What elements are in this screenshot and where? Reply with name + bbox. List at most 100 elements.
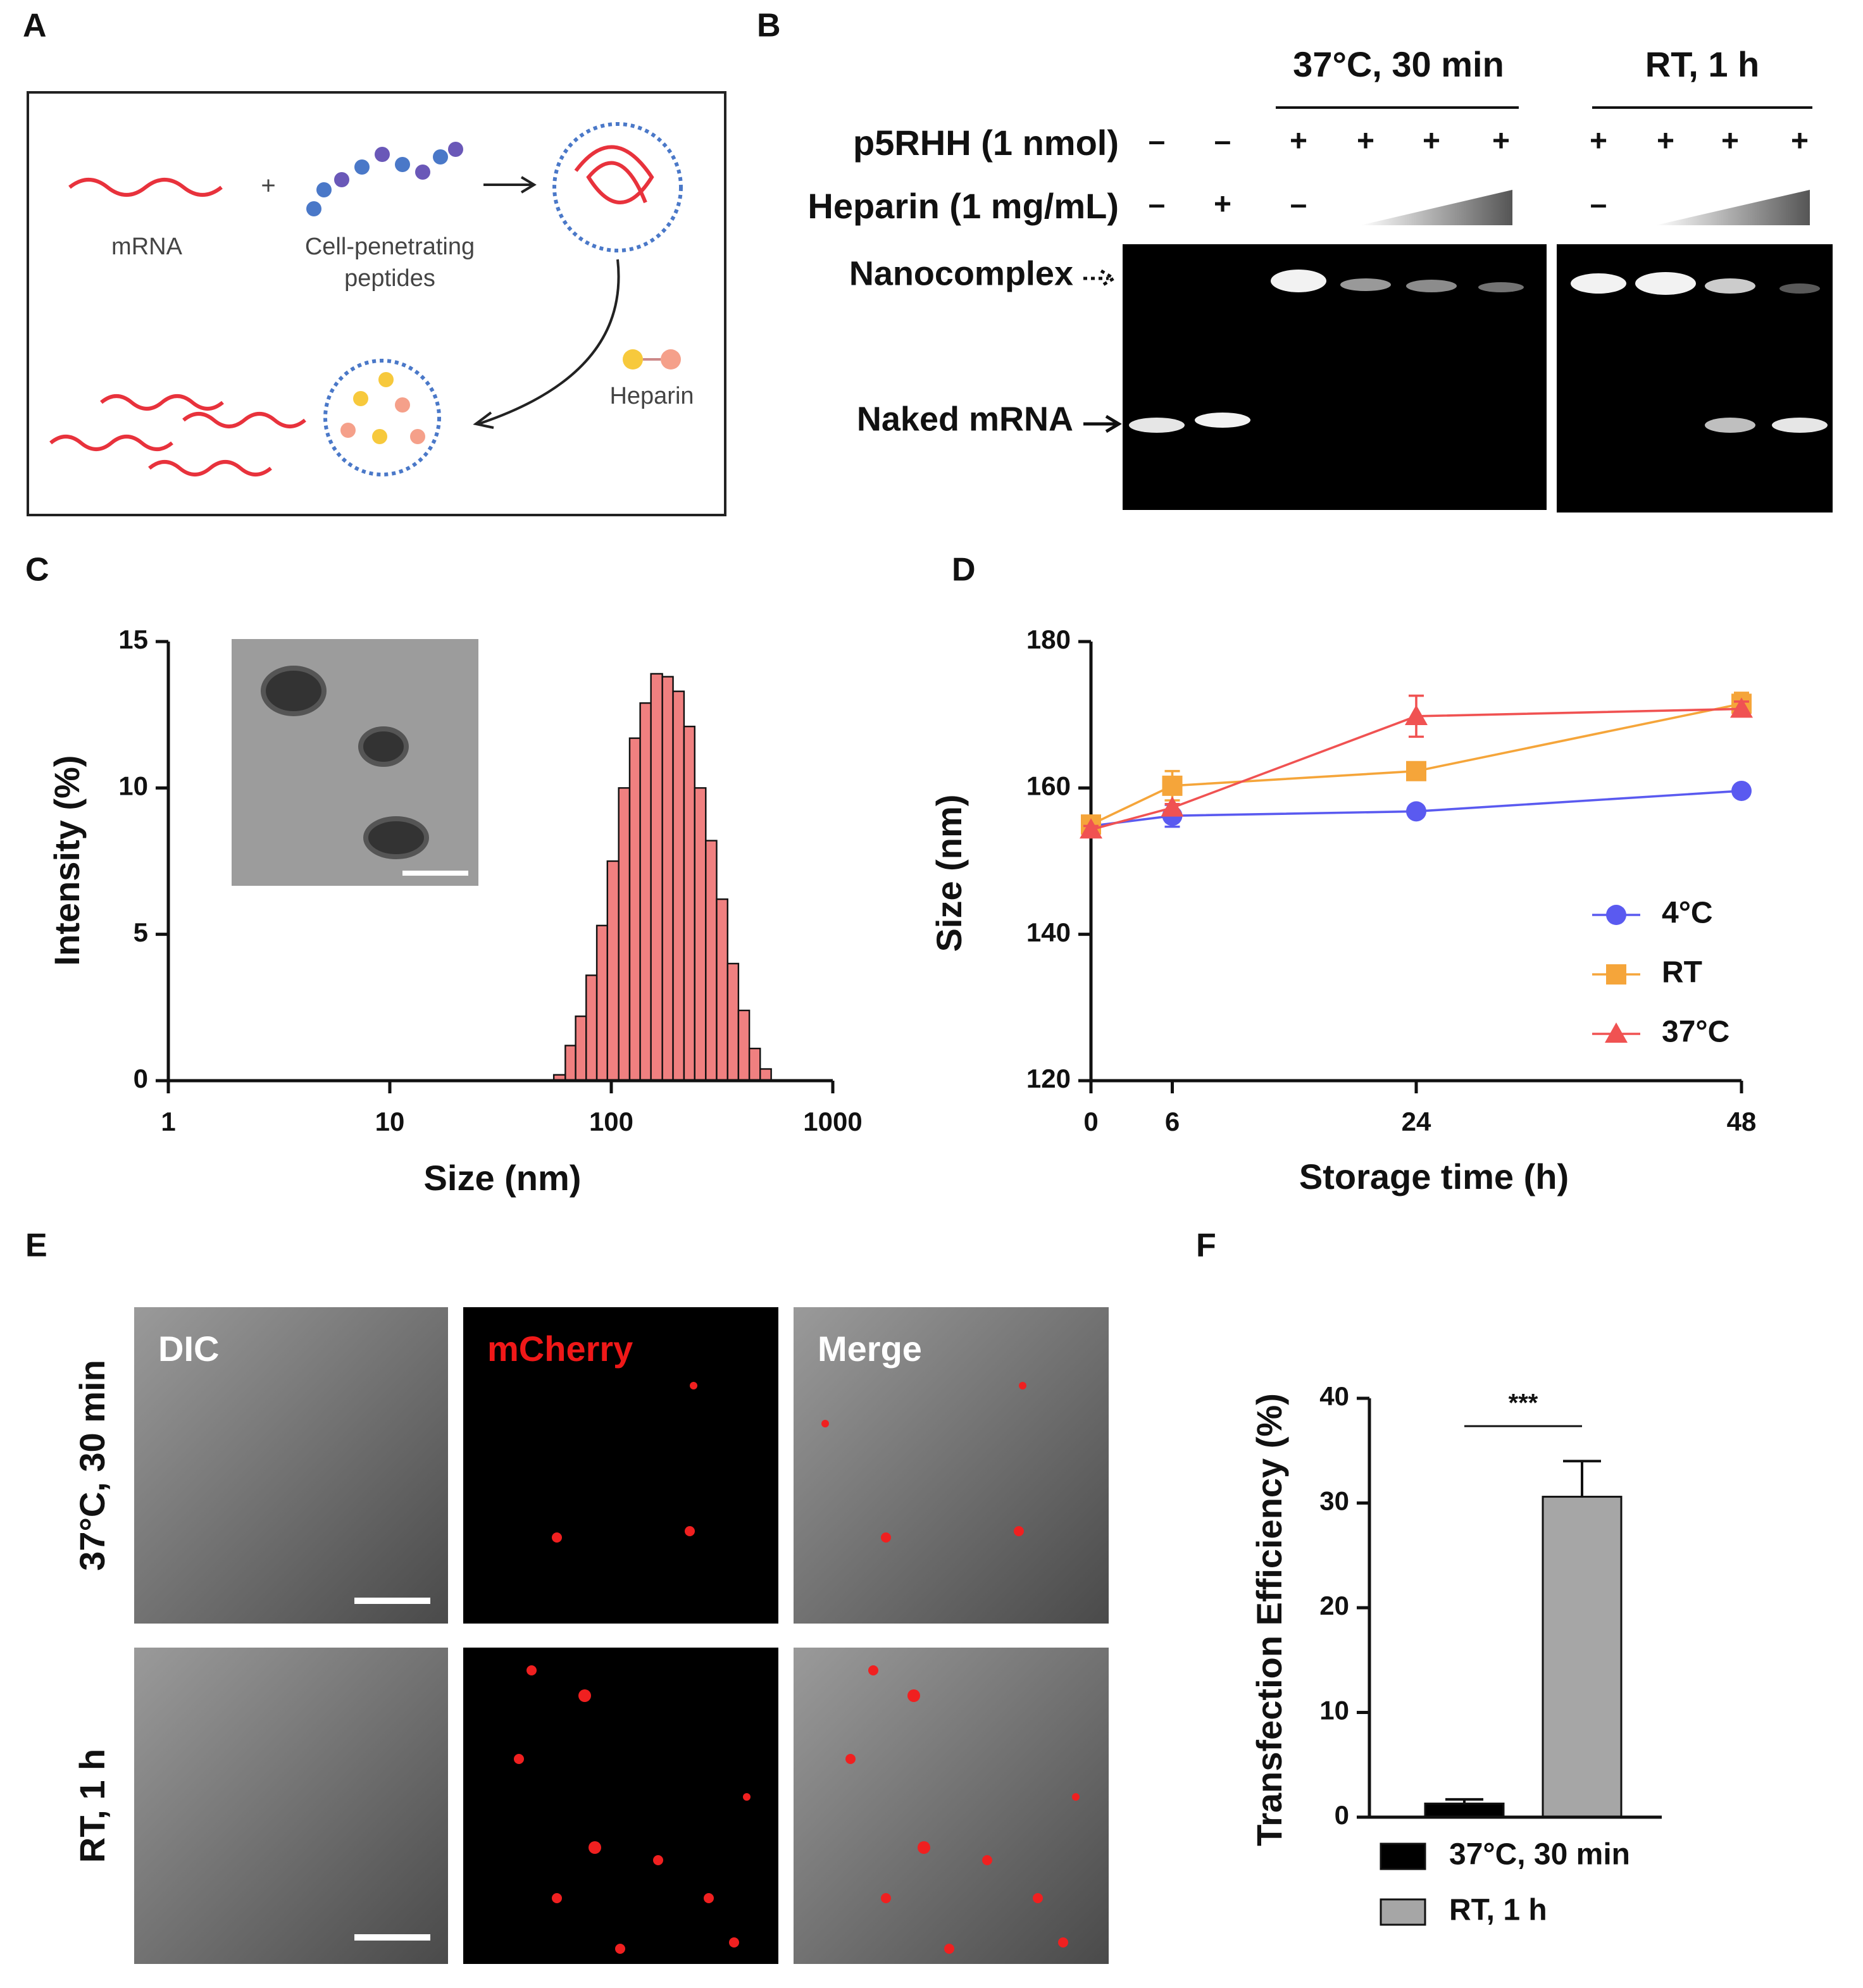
arrow [483,176,537,194]
row-label: p5RHH (1 nmol) [853,123,1119,163]
band-label: Nanocomplex [849,254,1073,292]
lane-sign: + [1590,125,1607,158]
bar [737,1009,751,1082]
x-tick-label: 10 [375,1107,405,1136]
x-tick-label: 1000 [803,1107,862,1136]
complex-heparin-icon [323,359,441,476]
legend-swatch [1380,1842,1426,1870]
lane-sign: – [1214,125,1231,158]
marker [1406,801,1426,822]
panel-label: C [25,552,49,588]
legend-marker [1606,905,1626,925]
bar [672,690,685,1082]
y-axis-label: Intensity (%) [47,755,87,966]
schematic: + [27,91,726,516]
y-tick-label: 160 [1026,771,1071,800]
legend-marker [1606,964,1626,985]
nanocomplex-icon [552,122,683,252]
bar [716,898,728,1082]
x-axis-label: Storage time (h) [1299,1157,1569,1196]
marker [1162,775,1183,796]
bar [650,673,663,1082]
mcherry-image [463,1307,778,1624]
arrow [478,259,620,425]
row-label: RT, 1 h [72,1749,112,1863]
lane-sign: – [1590,188,1607,221]
series-line [1090,707,1742,831]
y-tick-label: 5 [134,917,148,947]
heparin-icon [623,349,643,370]
y-tick-label: 0 [1335,1800,1349,1830]
lane-sign: + [1290,125,1307,158]
lane-sign: + [1791,125,1809,158]
panel-label: F [1196,1227,1216,1264]
legend-label: RT [1662,956,1702,990]
marker [1161,796,1184,817]
bar [1424,1802,1505,1818]
released-mrna [49,394,306,476]
channel-label: DIC [158,1329,219,1369]
schematic-label: Heparin [609,383,694,409]
heparin-gradient [1361,190,1512,225]
y-tick-label: 10 [1319,1696,1349,1725]
legend-label: RT, 1 h [1449,1894,1547,1927]
legend-label: 37°C, 30 min [1449,1838,1630,1872]
lane-sign: + [1357,125,1374,158]
lane-sign: + [1657,125,1674,158]
bar [595,924,608,1082]
microscopy [134,1307,1109,1964]
y-axis-label: Transfection Efficiency (%) [1249,1393,1289,1846]
dic-image [134,1648,448,1964]
x-tick-label: 6 [1165,1107,1180,1136]
x-axis-label: Size (nm) [424,1158,582,1198]
heparin-icon [661,349,681,370]
significance-label: *** [1509,1389,1538,1417]
band-arrow [1083,414,1122,433]
marker [1730,697,1753,718]
row-label: Heparin (1 mg/mL) [807,186,1119,226]
x-tick-label: 48 [1727,1107,1757,1136]
bar [1542,1496,1623,1818]
panel-label: E [25,1227,47,1264]
series-line [1090,790,1742,828]
bar [639,702,652,1082]
bar [575,1016,587,1082]
y-tick-label: 15 [118,624,148,654]
bar [705,840,718,1082]
red-cells [514,1382,1080,1954]
lane-sign: + [1492,125,1510,158]
bar [661,676,674,1082]
lane-sign: + [1423,125,1440,158]
bar [759,1068,772,1082]
y-tick-label: 120 [1026,1064,1071,1093]
panel-label: A [23,8,47,44]
lane-sign: – [1149,125,1166,158]
band-arrow [1083,269,1117,288]
schematic-label: Cell-penetrating [305,233,475,260]
schematic-label: peptides [344,265,435,292]
y-tick-label: 10 [118,771,148,800]
y-axis-label: Size (nm) [929,795,969,952]
heparin-beads [340,372,425,444]
x-tick-label: 0 [1083,1107,1098,1136]
lane-sign: + [1214,188,1231,221]
panel-label: B [757,8,781,44]
marker [1406,761,1426,781]
peptide-icon [306,142,463,216]
error-bar [1563,1460,1601,1497]
channel-label: mCherry [487,1329,633,1369]
mcherry-image [463,1648,778,1964]
plus-sign: + [261,172,275,200]
lane-sign: – [1149,188,1166,221]
merge-image [794,1307,1109,1624]
condition-label: 37°C, 30 min [1293,44,1504,84]
gel-bands [1129,270,1828,433]
bar [618,787,631,1082]
dic-image [134,1307,448,1624]
bar [585,974,598,1082]
y-tick-label: 20 [1319,1591,1349,1620]
schematic-label: mRNA [111,233,183,260]
bar [726,962,740,1082]
